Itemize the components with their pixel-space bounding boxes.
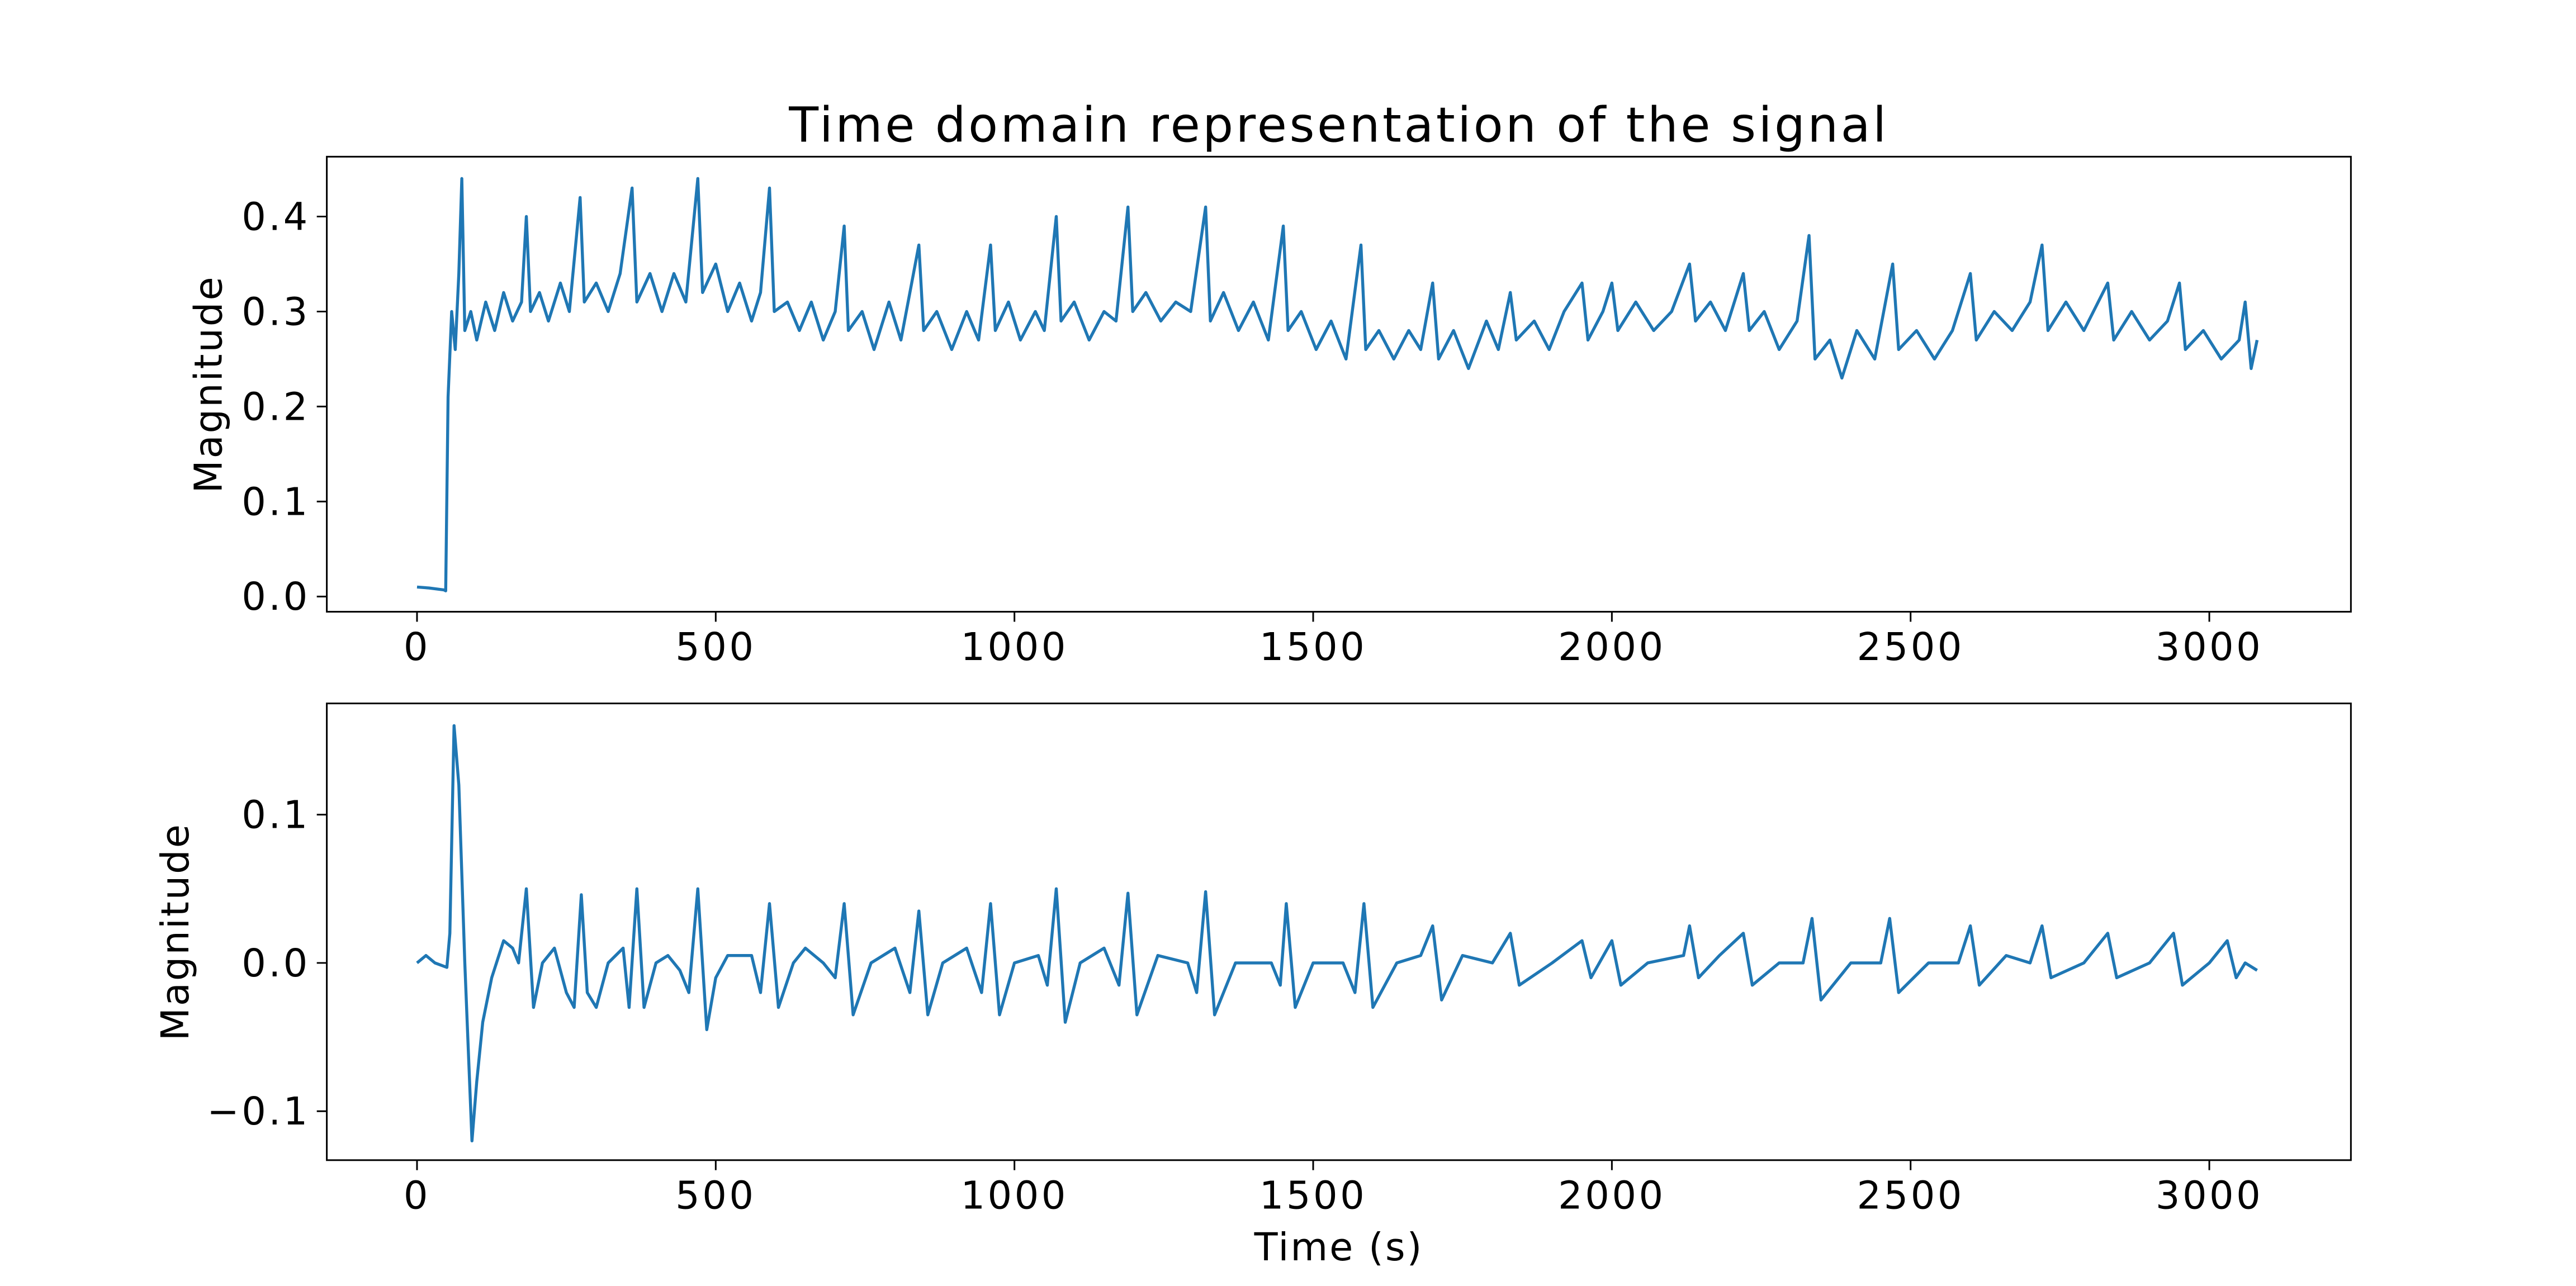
y-tick-label: 0.1 bbox=[242, 793, 310, 837]
y-tick-label: 0.0 bbox=[242, 941, 310, 986]
x-axis-label: Time (s) bbox=[1254, 1225, 1424, 1270]
x-tick-label: 1500 bbox=[1259, 1173, 1367, 1218]
y-axis-label: Magnitude bbox=[187, 275, 231, 493]
x-tick-label: 0 bbox=[404, 1173, 430, 1218]
x-tick-label: 1000 bbox=[960, 625, 1068, 670]
x-tick-label: 500 bbox=[675, 625, 756, 670]
x-tick-label: 1000 bbox=[960, 1173, 1068, 1218]
x-tick-label: 500 bbox=[675, 1173, 756, 1218]
y-tick-label: −0.1 bbox=[207, 1089, 310, 1134]
x-tick-label: 2000 bbox=[1558, 1173, 1665, 1218]
y-tick-label: 0.2 bbox=[242, 385, 310, 429]
x-tick-label: 2500 bbox=[1857, 625, 1964, 670]
signal-line bbox=[416, 724, 2258, 1143]
y-tick-label: 0.4 bbox=[242, 194, 310, 239]
y-tick-label: 0.3 bbox=[242, 290, 310, 334]
x-tick-label: 0 bbox=[404, 625, 430, 670]
x-tick-label: 3000 bbox=[2156, 625, 2263, 670]
x-tick-label: 1500 bbox=[1259, 625, 1367, 670]
signal-line bbox=[416, 177, 2259, 592]
y-tick-label: 0.1 bbox=[242, 480, 310, 524]
axes-frame bbox=[326, 155, 2352, 613]
y-axis-label: Magnitude bbox=[153, 823, 198, 1041]
x-tick-label: 3000 bbox=[2156, 1173, 2263, 1218]
axes-frame bbox=[326, 703, 2352, 1161]
x-tick-label: 2000 bbox=[1558, 625, 1665, 670]
y-tick-label: 0.0 bbox=[242, 575, 310, 619]
chart-title: Time domain representation of the signal bbox=[788, 98, 1888, 154]
x-tick-label: 2500 bbox=[1857, 1173, 1964, 1218]
